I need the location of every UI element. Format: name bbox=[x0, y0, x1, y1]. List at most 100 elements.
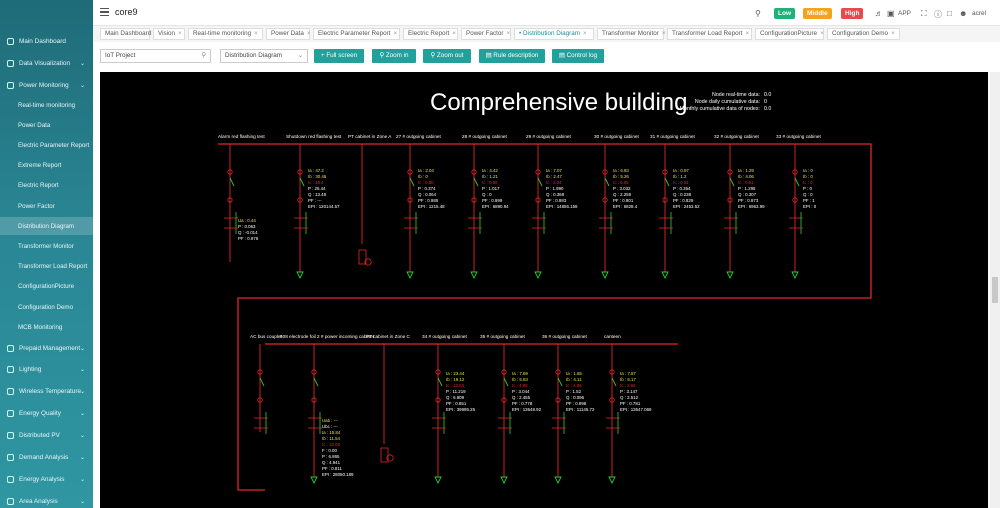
sidebar-group-2[interactable]: Wireless Temperature ⌄ bbox=[0, 385, 93, 399]
menu-toggle-icon[interactable] bbox=[100, 8, 109, 16]
switch-icon bbox=[537, 177, 543, 187]
sidebar-subitem-11[interactable]: MCB Monitoring bbox=[18, 323, 63, 331]
sidebar-item-2[interactable]: Power Monitoring ⌄ bbox=[0, 78, 93, 92]
close-icon[interactable]: × bbox=[254, 30, 258, 37]
switch-icon bbox=[473, 177, 479, 187]
sidebar-subitem-6[interactable]: Distribution Diagram bbox=[0, 217, 93, 236]
tab-4[interactable]: Electric Parameter Report × bbox=[313, 28, 400, 40]
breaker-node-icon bbox=[227, 169, 233, 175]
sidebar-subitem-7[interactable]: Transformer Monitor bbox=[18, 242, 74, 250]
document-icon[interactable]: □ bbox=[947, 9, 952, 18]
menu-icon bbox=[7, 454, 14, 461]
close-icon[interactable]: × bbox=[306, 30, 311, 37]
control-log-button[interactable]: ▤ Control log bbox=[552, 49, 604, 63]
tab-11[interactable]: Configuration Demo × bbox=[827, 28, 900, 40]
sidebar-group-4[interactable]: Distributed PV ⌄ bbox=[0, 429, 93, 443]
tab-7[interactable]: • Distribution Diagram × bbox=[514, 28, 594, 40]
close-icon[interactable]: × bbox=[745, 30, 750, 37]
search-icon[interactable]: ⚲ bbox=[201, 52, 206, 59]
reading-value: PF : 0.829 bbox=[673, 198, 694, 203]
reading-value: F : 0.00 bbox=[322, 448, 337, 453]
alarm-middle-badge[interactable]: Middle bbox=[803, 8, 832, 19]
feeder-label: 29 # outgoing cabinet bbox=[526, 134, 572, 139]
feeder-label: 28 # outgoing cabinet bbox=[462, 134, 508, 139]
distribution-diagram: Comprehensive building Node real-time dat… bbox=[100, 72, 988, 508]
feeder-label: PT cabinet in Zone C bbox=[366, 334, 411, 339]
reading-value: EPI : 39995.25 bbox=[446, 407, 476, 412]
sidebar-subitem-3[interactable]: Extreme Report bbox=[18, 162, 62, 170]
tab-5[interactable]: Electric Report × bbox=[403, 28, 458, 40]
view-select-value: Distribution Diagram bbox=[225, 52, 283, 59]
help-icon[interactable]: ⓘ bbox=[934, 10, 942, 19]
sidebar-item-0[interactable]: Main Dashboard bbox=[0, 34, 93, 48]
reading-value: PF : 1 bbox=[803, 198, 815, 203]
user-icon[interactable]: ☻ bbox=[959, 9, 968, 18]
sidebar-subitem-0[interactable]: Real-time monitoring bbox=[18, 101, 76, 109]
close-icon[interactable]: × bbox=[891, 30, 895, 37]
sidebar-subitem-1[interactable]: Power Data bbox=[18, 121, 51, 129]
tab-1[interactable]: Vision × bbox=[153, 28, 185, 40]
full-screen-button[interactable]: + Full screen bbox=[314, 49, 364, 63]
tab-8[interactable]: Transformer Monitor × bbox=[597, 28, 666, 40]
reading-value: Q : 6.909 bbox=[446, 395, 465, 400]
sidebar-subitem-4[interactable]: Electric Report bbox=[18, 182, 59, 190]
close-icon[interactable]: × bbox=[393, 30, 398, 37]
zoom-out-button[interactable]: ⚲ Zoom out bbox=[423, 49, 471, 63]
sidebar-subitem-5[interactable]: Power Factor bbox=[18, 202, 55, 210]
tab-6[interactable]: Power Factor × bbox=[461, 28, 511, 40]
feeder-label: 36 # outgoing cabinet bbox=[542, 334, 588, 339]
reading-value: Ic : 6.05 bbox=[613, 180, 629, 185]
project-select[interactable]: IoT Project ⚲ bbox=[100, 49, 211, 63]
close-icon[interactable]: × bbox=[452, 30, 456, 37]
app-title: core9 bbox=[115, 7, 138, 17]
close-icon[interactable]: × bbox=[178, 30, 182, 37]
close-icon[interactable]: × bbox=[661, 30, 666, 37]
close-icon[interactable]: × bbox=[506, 30, 511, 37]
tab-0[interactable]: Main Dashboard× bbox=[100, 28, 158, 40]
reading-value: Ia : 7.87 bbox=[620, 371, 636, 376]
sidebar-group-1[interactable]: Lighting ⌄ bbox=[0, 363, 93, 377]
phone-icon[interactable]: ▣ bbox=[887, 9, 895, 18]
scrollbar-thumb[interactable] bbox=[992, 277, 998, 303]
sidebar-subitem-9[interactable]: ConfigurationPicture bbox=[18, 283, 75, 291]
sidebar-group-3[interactable]: Energy Quality ⌄ bbox=[0, 407, 93, 421]
volume-icon[interactable]: ♬ bbox=[875, 9, 883, 18]
sidebar-subitem-2[interactable]: Electric Parameter Report bbox=[18, 141, 90, 149]
reading-value: Q : 2.512 bbox=[620, 395, 639, 400]
switch-icon bbox=[611, 377, 617, 387]
tab-10[interactable]: ConfigurationPicture × bbox=[755, 28, 824, 40]
zoom-in-button[interactable]: ⚲ Zoom in bbox=[372, 49, 416, 63]
tab-2[interactable]: Real-time monitoring × bbox=[188, 28, 263, 40]
tab-3[interactable]: Power Data × bbox=[266, 28, 311, 40]
sidebar-group-7[interactable]: Area Analysis ⌄ bbox=[0, 494, 93, 508]
chevron-down-icon: ⌄ bbox=[79, 476, 85, 483]
close-icon[interactable]: × bbox=[820, 30, 824, 37]
sidebar-group-0[interactable]: Prepaid Management ⌄ bbox=[0, 341, 93, 355]
search-icon[interactable]: ⚲ bbox=[755, 9, 761, 18]
breaker-node-icon bbox=[792, 169, 798, 175]
sidebar-item-1[interactable]: Data Visualization ⌄ bbox=[0, 56, 93, 70]
sidebar-group-6[interactable]: Energy Analysis ⌄ bbox=[0, 472, 93, 486]
reading-value: P : 0 bbox=[803, 186, 813, 191]
user-name[interactable]: acrel bbox=[972, 10, 987, 17]
view-select[interactable]: Distribution Diagram ⌄ bbox=[220, 49, 308, 63]
breaker-node-icon bbox=[257, 397, 263, 403]
sidebar-subitem-10[interactable]: Configuration Demo bbox=[18, 303, 74, 311]
fullscreen-icon[interactable]: ⛶ bbox=[921, 9, 927, 18]
alarm-low-badge[interactable]: Low bbox=[774, 8, 795, 19]
reading-value: P : 1.017 bbox=[482, 186, 500, 191]
tab-label: Transformer Monitor bbox=[602, 30, 659, 37]
sidebar-group-5[interactable]: Demand Analysis ⌄ bbox=[0, 451, 93, 465]
reading-value: P : 1.990 bbox=[546, 186, 564, 191]
alarm-high-badge[interactable]: High bbox=[841, 8, 864, 19]
reading-value: PF : 0.973 bbox=[738, 198, 759, 203]
scrollbar[interactable] bbox=[990, 72, 1000, 508]
sidebar-subitem-8[interactable]: Transformer Load Report bbox=[18, 263, 88, 271]
rule-description-button[interactable]: ▤ Rule description bbox=[479, 49, 545, 63]
chevron-down-icon: ⌄ bbox=[79, 82, 85, 89]
close-icon[interactable]: × bbox=[583, 30, 587, 37]
tab-label: Vision bbox=[158, 30, 176, 37]
app-link[interactable]: APP bbox=[898, 10, 912, 17]
chevron-down-icon: ⌄ bbox=[79, 455, 85, 461]
tab-9[interactable]: Transformer Load Report × bbox=[667, 28, 752, 40]
